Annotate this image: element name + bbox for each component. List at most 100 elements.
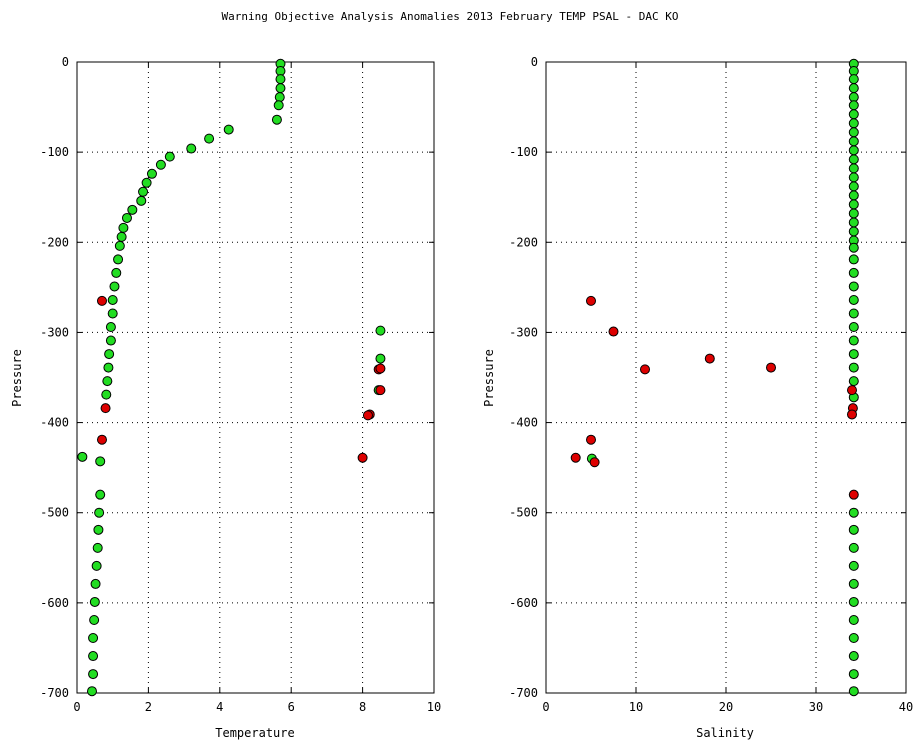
temperature-good-point xyxy=(138,186,149,197)
temperature-good-point xyxy=(95,489,106,500)
salinity-good-point xyxy=(848,308,859,319)
salinity-good-point xyxy=(848,686,859,697)
salinity-points xyxy=(570,58,859,697)
salinity-good-point xyxy=(848,154,859,165)
temperature-good-point xyxy=(86,686,97,697)
salinity-y-tick-label: -600 xyxy=(509,596,538,610)
temperature-x-tick-label: 0 xyxy=(73,700,80,714)
temperature-y-tick-label: -600 xyxy=(40,596,69,610)
temperature-good-point xyxy=(118,222,129,233)
salinity-good-point xyxy=(848,118,859,129)
temperature-good-point xyxy=(90,578,101,589)
salinity-good-point xyxy=(848,109,859,120)
salinity-good-point xyxy=(848,294,859,305)
temperature-bad-point xyxy=(362,410,373,421)
temperature-good-point xyxy=(375,325,386,336)
temperature-x-tick-label: 4 xyxy=(216,700,223,714)
temperature-good-point xyxy=(77,451,88,462)
salinity-bad-point xyxy=(847,409,857,420)
salinity-good-point xyxy=(848,217,859,228)
salinity-good-point xyxy=(848,362,859,373)
temperature-y-tick-label: -500 xyxy=(40,506,69,520)
temperature-good-point xyxy=(146,168,157,179)
temperature-grid xyxy=(77,62,434,693)
salinity-good-point xyxy=(848,614,859,625)
salinity-good-point xyxy=(848,199,859,210)
temperature-good-point xyxy=(223,124,234,135)
salinity-good-point xyxy=(848,524,859,535)
salinity-x-tick-label: 20 xyxy=(719,700,733,714)
salinity-grid xyxy=(546,62,906,693)
salinity-bad-point xyxy=(586,434,596,445)
temperature-good-point xyxy=(89,614,100,625)
temperature-x-tick-label: 2 xyxy=(145,700,152,714)
temperature-x-tick-label: 8 xyxy=(359,700,366,714)
temperature-good-point xyxy=(155,159,166,170)
salinity-good-point xyxy=(848,651,859,662)
salinity-good-point xyxy=(848,145,859,156)
temperature-good-point xyxy=(275,74,286,85)
temperature-good-point xyxy=(107,294,118,305)
temperature-good-point xyxy=(91,560,102,571)
temperature-y-tick-label: -400 xyxy=(40,416,69,430)
salinity-x-tick-label: 10 xyxy=(629,700,643,714)
temperature-good-point xyxy=(95,456,106,467)
salinity-good-point xyxy=(848,560,859,571)
temperature-good-point xyxy=(127,204,138,215)
salinity-bad-point xyxy=(847,385,857,396)
temperature-good-point xyxy=(116,231,127,242)
temperature-good-point xyxy=(273,100,284,111)
temperature-good-point xyxy=(94,507,105,518)
salinity-good-point xyxy=(848,322,859,333)
salinity-good-point xyxy=(848,267,859,278)
salinity-good-point xyxy=(848,669,859,680)
salinity-bad-point xyxy=(586,295,596,306)
temperature-good-point xyxy=(88,633,99,644)
salinity-bad-point xyxy=(640,364,650,375)
temperature-good-point xyxy=(93,524,104,535)
figure-title: Warning Objective Analysis Anomalies 201… xyxy=(222,10,679,23)
temperature-y-tick-label: -200 xyxy=(40,235,69,249)
salinity-ylabel: Pressure xyxy=(482,349,496,407)
temperature-good-point xyxy=(113,254,124,265)
temperature-y-tick-label: 0 xyxy=(62,55,69,69)
temperature-bad-point xyxy=(375,385,386,396)
temperature-bad-point xyxy=(96,434,107,445)
salinity-y-tick-label: 0 xyxy=(531,55,538,69)
salinity-x-tick-label: 0 xyxy=(542,700,549,714)
salinity-good-point xyxy=(848,83,859,94)
salinity-bad-point xyxy=(589,457,600,468)
salinity-good-point xyxy=(848,507,859,518)
salinity-good-point xyxy=(848,578,859,589)
salinity-y-tick-label: -500 xyxy=(509,506,538,520)
salinity-good-point xyxy=(848,74,859,85)
salinity-good-point xyxy=(848,226,859,237)
temperature-bad-point xyxy=(100,403,111,414)
temperature-good-point xyxy=(107,308,118,319)
temperature-good-point xyxy=(102,376,113,387)
temperature-ylabel: Pressure xyxy=(10,349,24,407)
salinity-good-point xyxy=(848,136,859,147)
salinity-x-tick-label: 30 xyxy=(809,700,823,714)
temperature-x-tick-label: 6 xyxy=(288,700,295,714)
salinity-bad-point xyxy=(570,452,581,463)
salinity-bad-point xyxy=(766,362,776,373)
temperature-good-point xyxy=(88,651,99,662)
temperature-good-point xyxy=(274,92,285,103)
salinity-good-point xyxy=(848,163,859,174)
salinity-good-point xyxy=(848,181,859,192)
temperature-good-point xyxy=(103,362,114,373)
temperature-panel: 0 2 4 6 8 10 0 -100 -200 -300 -400 -500 -600 -700 Tem… xyxy=(10,55,441,740)
temperature-y-tick-label: -100 xyxy=(40,145,69,159)
salinity-good-point xyxy=(848,127,859,138)
temperature-bad-point xyxy=(96,295,107,306)
temperature-x-tick-label: 10 xyxy=(427,700,441,714)
temperature-good-point xyxy=(186,143,197,154)
salinity-x-tick-label: 40 xyxy=(899,700,913,714)
temperature-good-point xyxy=(104,349,115,360)
temperature-good-point xyxy=(275,83,286,94)
temperature-plot-frame xyxy=(76,61,435,694)
temperature-good-point xyxy=(141,177,152,188)
salinity-good-point xyxy=(848,376,859,387)
temperature-good-point xyxy=(271,114,282,125)
